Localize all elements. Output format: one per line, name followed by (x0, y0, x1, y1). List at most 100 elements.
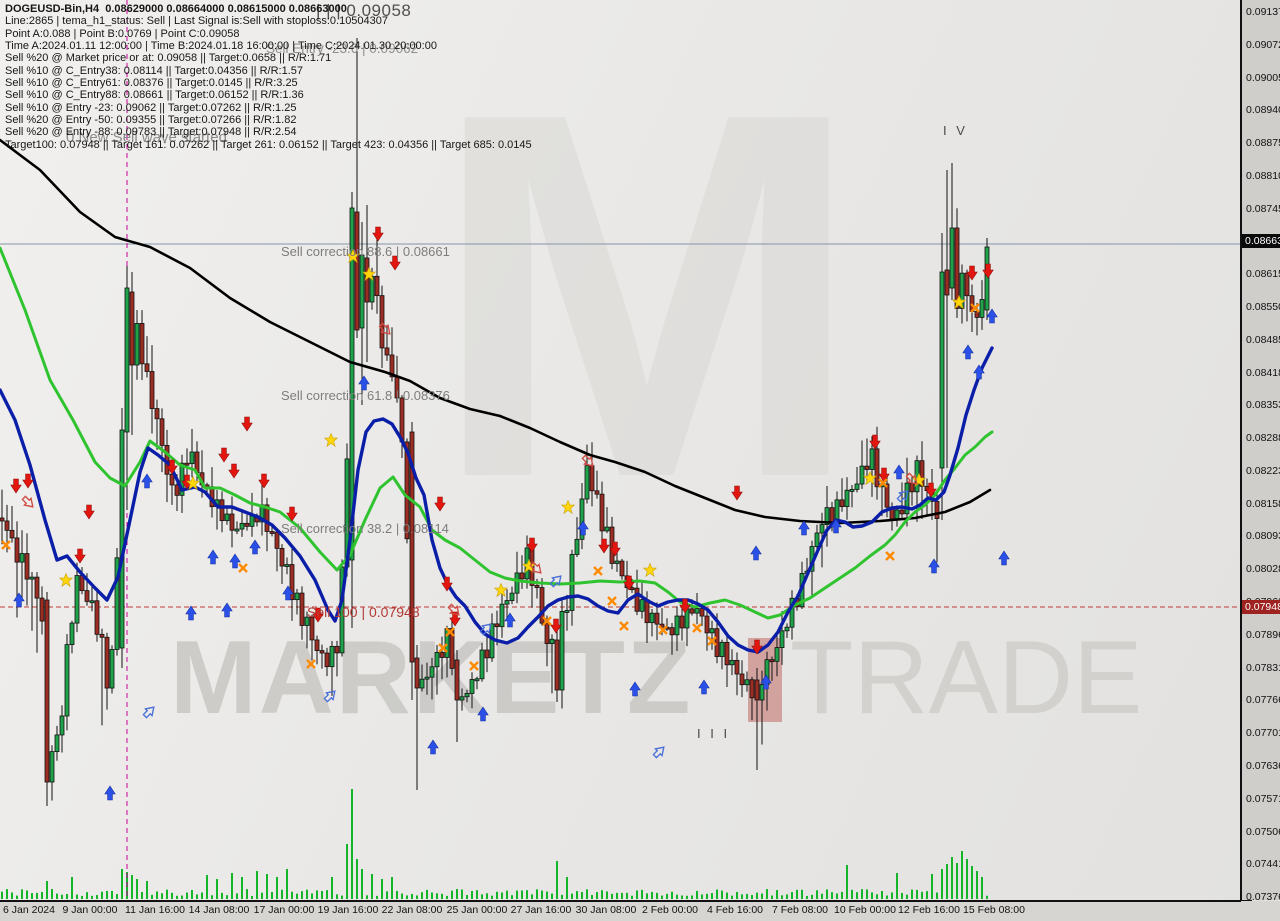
volume-bar (461, 889, 463, 899)
candle (964, 272, 970, 297)
candle (594, 490, 600, 495)
sell-arrow-icon (181, 474, 193, 490)
ma-fast-blue (0, 346, 994, 654)
exit-buy-arrow-icon (142, 706, 155, 719)
time-axis-label: 15 Feb 08:00 (963, 904, 1025, 916)
volume-bar (976, 871, 978, 899)
volume-bar (11, 892, 13, 899)
candle (239, 522, 245, 530)
volume-bar (896, 873, 898, 899)
volume-bar (106, 890, 108, 899)
volume-bar (636, 890, 638, 899)
volume-bar (891, 892, 893, 899)
sell-arrow-icon (526, 537, 538, 553)
buy-arrow-icon (427, 739, 439, 755)
candle (679, 615, 685, 629)
volume-bar (116, 894, 118, 899)
volume-bar (501, 892, 503, 899)
candle (854, 483, 860, 490)
buy-arrow-icon (962, 344, 974, 360)
candle (104, 636, 110, 689)
x-marker-icon (542, 616, 552, 626)
buy-arrow-icon (998, 550, 1010, 566)
candle (174, 484, 180, 496)
x-marker-icon (445, 627, 455, 637)
sell-arrow-icon (286, 506, 298, 522)
price-highlight-badge: 0.07948 (1242, 600, 1280, 614)
exit-buy-arrow-icon (549, 575, 562, 588)
buy-arrow-icon (760, 674, 772, 690)
volume-bar (471, 890, 473, 899)
time-axis-label: 30 Jan 08:00 (575, 904, 637, 916)
exit-sell-arrow-icon (447, 603, 460, 616)
volume-bar (401, 893, 403, 899)
candle (244, 522, 250, 527)
sell-arrow-icon (312, 607, 324, 623)
candle (819, 524, 825, 534)
price-axis-label: 0.08223 (1246, 464, 1280, 477)
volume-bar (426, 889, 428, 899)
volume-bar (781, 895, 783, 899)
volume-bar (66, 893, 68, 899)
volume-bar (451, 890, 453, 899)
candle (59, 715, 65, 736)
volume-bar (1, 891, 3, 899)
sell-arrow-icon (241, 416, 253, 432)
volume-bar (746, 893, 748, 899)
sell-arrow-icon (441, 576, 453, 592)
candle (864, 465, 870, 470)
buy-arrow-icon (185, 605, 197, 621)
volume-bar (831, 892, 833, 899)
candle (759, 684, 765, 701)
candle (389, 354, 395, 378)
ma-medium-green (0, 246, 994, 620)
volume-bar (201, 892, 203, 899)
volume-bar (756, 892, 758, 899)
volume-bar (736, 891, 738, 899)
sell-arrow-icon (83, 504, 95, 520)
time-axis[interactable]: 6 Jan 2024 9 Jan 00:00 11 Jan 16:00 14 Jan … (0, 901, 1280, 921)
volume-bar (396, 890, 398, 899)
time-axis-label: 7 Feb 08:00 (771, 904, 829, 916)
volume-bar (111, 890, 113, 899)
volume-bar (561, 894, 563, 899)
volume-bar (931, 874, 933, 899)
candle (724, 641, 730, 666)
brand-watermark-marketz: MARKETZ (170, 620, 693, 736)
chart-annotation: | | | 0.09058 (316, 1, 412, 20)
info-line: Sell %20 @ Entry -50: 0.09355 || Target:… (5, 114, 297, 127)
buy-arrow-icon (750, 545, 762, 561)
candle (329, 645, 335, 668)
candle (319, 650, 325, 654)
volume-bar (251, 895, 253, 899)
volume-bar (356, 859, 358, 899)
candle (939, 271, 945, 469)
candle (9, 529, 15, 539)
candle (709, 628, 715, 634)
candle (559, 611, 565, 691)
candle (54, 734, 60, 753)
volume-bar (496, 891, 498, 899)
x-marker-icon (1, 540, 11, 550)
volume-bar (431, 892, 433, 899)
price-axis-label: 0.08028 (1246, 563, 1280, 576)
volume-bar (676, 894, 678, 899)
candle (899, 509, 905, 515)
candle (749, 679, 755, 699)
price-axis-label: 0.08875 (1246, 137, 1280, 150)
volume-bar (681, 895, 683, 899)
volume-bar (551, 893, 553, 899)
volume-bar (186, 892, 188, 899)
candle (229, 513, 235, 531)
chart-annotation: 0 New Sell wave started (66, 129, 227, 146)
x-marker-icon (658, 625, 668, 635)
volume-bar (956, 863, 958, 899)
volume-bar (826, 889, 828, 899)
volume-bar (486, 893, 488, 899)
candle (769, 659, 775, 663)
info-line: Point A:0.088 | Point B:0.0769 | Point C… (5, 27, 240, 40)
candle (824, 507, 830, 525)
candle (844, 489, 850, 508)
